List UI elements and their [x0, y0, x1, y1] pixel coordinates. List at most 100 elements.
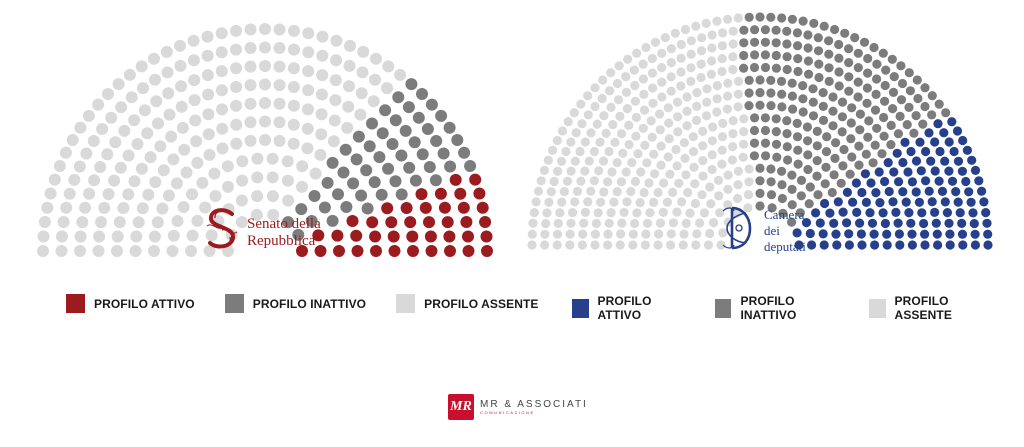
senate-seat-assente — [170, 177, 183, 190]
camera-seat-inattivo — [771, 114, 781, 124]
senate-seat-assente — [314, 148, 327, 161]
camera-seat-attivo — [915, 137, 925, 147]
brand-text: MR & ASSOCIATI COMUNICAZIONE — [480, 399, 588, 416]
camera-seat-inattivo — [777, 89, 787, 99]
camera-seat-attivo — [930, 207, 940, 217]
senate-seat-assente — [273, 23, 286, 36]
camera-seat-inattivo — [902, 120, 912, 130]
camera-seat-inattivo — [760, 138, 771, 148]
camera-seat-assente — [705, 228, 715, 239]
camera-seat-inattivo — [788, 104, 798, 114]
senate-seat-assente — [230, 24, 242, 37]
camera-seat-inattivo — [795, 208, 805, 218]
camera-seat-attivo — [966, 197, 976, 207]
camera-seat-inattivo — [877, 149, 887, 159]
camera-seat-attivo — [898, 157, 908, 168]
camera-seat-inattivo — [739, 25, 749, 35]
senate-seat-assente — [152, 117, 164, 130]
camera-seat-assente — [660, 33, 670, 43]
senate-seat-assente — [259, 134, 271, 146]
camera-seat-assente — [708, 218, 719, 228]
senate-seat-assente — [114, 161, 127, 174]
camera-seat-assente — [536, 176, 546, 186]
camera-seat-assente — [676, 53, 686, 63]
camera-seat-inattivo — [760, 113, 771, 123]
camera-seat-assente — [701, 18, 711, 28]
camera-seat-assente — [739, 114, 749, 124]
camera-seat-assente — [728, 52, 738, 62]
camera-seat-assente — [616, 177, 627, 187]
camera-seat-inattivo — [793, 159, 803, 169]
camera-seat-assente — [681, 170, 691, 180]
legend-item-assente: PROFILO ASSENTE — [869, 294, 994, 322]
camera-seat-assente — [623, 54, 633, 64]
camera-seat-inattivo — [744, 101, 754, 111]
senate-seat-assente — [63, 187, 76, 200]
camera-seat-attivo — [949, 146, 959, 157]
camera-seat-inattivo — [897, 78, 908, 89]
camera-seat-assente — [527, 229, 537, 239]
senate-seat-assente — [188, 94, 201, 107]
senate-seat-inattivo — [282, 216, 295, 229]
camera-seat-inattivo — [855, 109, 866, 119]
senate-seat-assente — [115, 101, 128, 114]
senate-seat-inattivo — [361, 202, 374, 215]
camera-seat-inattivo — [927, 110, 937, 120]
footer-logo: MR MR & ASSOCIATI COMUNICAZIONE — [448, 394, 588, 420]
camera-seat-inattivo — [818, 101, 828, 111]
camera-seat-inattivo — [787, 184, 797, 194]
senate-seat-assente — [202, 88, 215, 101]
senate-seat-assente — [188, 74, 201, 87]
senate-seat-assente — [167, 229, 180, 242]
senate-seat-inattivo — [337, 166, 350, 179]
camera-seat-attivo — [979, 197, 989, 207]
camera-seat-inattivo — [755, 100, 765, 110]
senate-seat-attivo — [473, 187, 486, 200]
camera-seat-assente — [680, 153, 690, 163]
camera-seat-assente — [673, 127, 683, 137]
camera-seat-inattivo — [812, 171, 822, 181]
camera-seat-assente — [682, 121, 692, 131]
senate-seat-attivo — [400, 202, 413, 214]
legend-label-inattivo: PROFILO INATTIVO — [740, 294, 797, 322]
camera-seat-assente — [686, 76, 696, 86]
camera-seat-inattivo — [802, 122, 813, 132]
camera-seat-inattivo — [782, 26, 792, 36]
camera-seat-inattivo — [796, 191, 806, 201]
camera-seat-inattivo — [893, 129, 904, 139]
camera-seat-assente — [697, 33, 707, 43]
camera-seat-assente — [576, 176, 586, 186]
camera-seat-assente — [703, 240, 714, 250]
camera-seat-inattivo — [887, 54, 897, 64]
camera-seat-assente — [577, 240, 588, 250]
camera-seat-assente — [617, 129, 627, 139]
senate-seat-assente — [381, 82, 393, 95]
senate-seat-inattivo — [363, 140, 376, 153]
camera-seat-attivo — [932, 229, 942, 239]
senate-name-line-2: Repubblica — [247, 233, 316, 249]
senate-seat-assente — [327, 135, 340, 148]
camera-seat-attivo — [919, 218, 929, 229]
camera-seat-attivo — [906, 146, 916, 157]
senate-seat-assente — [150, 95, 163, 108]
senate-seat-assente — [189, 114, 202, 127]
camera-seat-assente — [659, 178, 669, 188]
camera-seat-assente — [552, 135, 562, 146]
camera-seat-inattivo — [844, 86, 854, 96]
camera-seat-assente — [728, 129, 738, 139]
senate-seat-assente — [273, 116, 286, 129]
camera-seat-assente — [580, 207, 591, 217]
camera-seat-assente — [728, 39, 738, 49]
camera-seat-assente — [569, 108, 579, 118]
camera-seat-assente — [723, 78, 733, 88]
senate-seat-assente — [216, 122, 229, 135]
senate-seat-attivo — [350, 229, 363, 242]
camera-seat-assente — [552, 229, 563, 239]
senate-seat-assente — [273, 79, 286, 92]
camera-seat-inattivo — [864, 116, 874, 126]
legend-swatch-assente — [869, 298, 886, 318]
senate-seat-inattivo — [308, 190, 321, 202]
senate-seat-attivo — [346, 215, 359, 227]
camera-seat-assente — [619, 207, 629, 217]
camera-seat-inattivo — [845, 169, 855, 179]
